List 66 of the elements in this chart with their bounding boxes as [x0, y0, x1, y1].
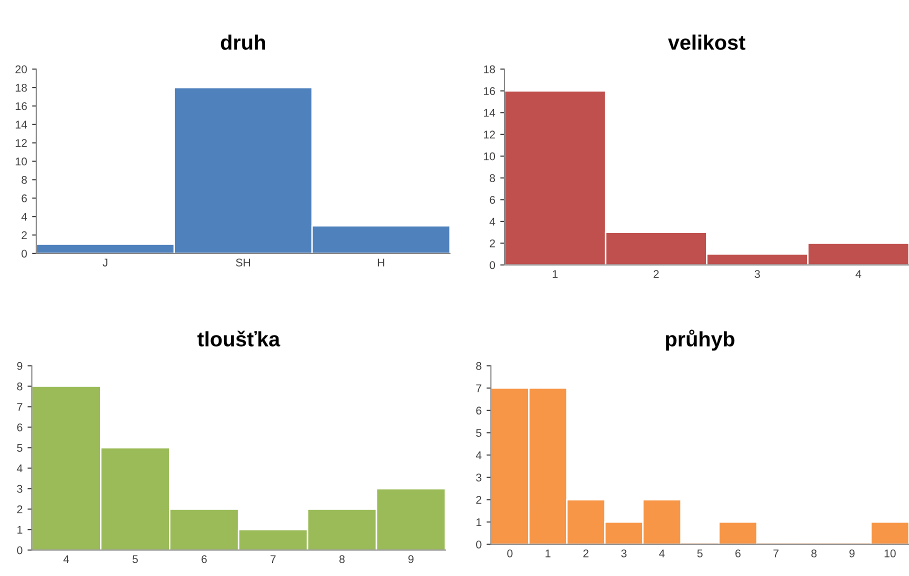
y-tick-label: 9: [17, 362, 22, 370]
y-tick-label: 7: [17, 403, 22, 411]
y-tick-label: 1: [17, 526, 22, 534]
y-tick-label: 16: [16, 102, 27, 110]
x-tick-label: 6: [202, 555, 207, 564]
y-tick-label: 20: [16, 65, 27, 74]
x-tick-label: 8: [811, 549, 817, 558]
y-tick-label: 6: [490, 196, 495, 204]
x-tick-label: SH: [236, 258, 250, 266]
x-tick-label: 0: [507, 549, 513, 558]
y-tick-label: 5: [17, 444, 22, 452]
x-tick-label: 9: [849, 549, 855, 558]
y-tick-label: 6: [22, 194, 27, 202]
x-tick-label: 8: [339, 555, 345, 564]
y-tick-label: 0: [22, 250, 27, 258]
x-tick-label: 5: [697, 550, 703, 558]
x-tick-label: 3: [754, 270, 760, 278]
y-tick-label: 4: [16, 464, 22, 472]
x-tick-label: 9: [408, 555, 414, 564]
y-tick-label: 10: [16, 158, 27, 166]
x-tick-label: J: [102, 258, 108, 266]
x-tick-label: 3: [621, 549, 627, 558]
y-tick-label: 2: [22, 231, 27, 240]
x-tick-label: H: [378, 258, 384, 266]
y-tick-label: 2: [17, 505, 22, 514]
chart-title: průhyb: [666, 330, 734, 351]
y-tick-label: 8: [490, 174, 495, 182]
x-tick-label: 7: [773, 550, 778, 558]
x-tick-label: 5: [132, 555, 138, 564]
y-tick-label: 16: [484, 87, 495, 96]
y-tick-label: 4: [21, 212, 28, 221]
x-tick-label: 1: [546, 550, 550, 558]
y-tick-label: 14: [484, 109, 496, 117]
y-tick-label: 8: [17, 382, 22, 390]
y-tick-label: 5: [476, 429, 482, 437]
y-tick-label: 10: [484, 152, 496, 160]
x-tick-label: 2: [583, 549, 588, 558]
y-tick-label: 8: [22, 176, 27, 184]
x-tick-label: 4: [659, 550, 665, 558]
y-tick-label: 3: [17, 484, 22, 493]
x-tick-label: 10: [884, 549, 896, 558]
y-tick-label: 3: [476, 474, 482, 482]
chart-title: druh: [220, 34, 266, 50]
y-tick-label: 4: [476, 451, 482, 460]
chart-title: velikost: [668, 34, 746, 50]
y-tick-label: 6: [476, 406, 482, 415]
y-tick-label: 6: [17, 423, 22, 432]
x-tick-label: 6: [735, 549, 741, 558]
y-tick-label: 12: [16, 139, 27, 147]
y-tick-label: 14: [16, 120, 28, 128]
y-tick-label: 2: [490, 239, 495, 248]
x-tick-label: 4: [63, 555, 70, 563]
x-tick-label: 1: [552, 270, 558, 278]
x-tick-label: 7: [270, 555, 276, 563]
y-tick-label: 1: [476, 518, 482, 526]
y-tick-label: 4: [490, 218, 496, 226]
y-tick-label: 2: [476, 496, 482, 504]
y-tick-label: 0: [476, 540, 482, 548]
y-tick-label: 18: [484, 65, 495, 74]
x-tick-label: 2: [654, 270, 659, 278]
y-tick-label: 18: [16, 84, 27, 92]
x-tick-label: 4: [856, 270, 862, 278]
y-tick-label: 8: [476, 362, 482, 370]
chart-title: tloušťka: [197, 330, 280, 347]
y-tick-label: 7: [476, 384, 482, 392]
y-tick-label: 12: [484, 130, 495, 138]
